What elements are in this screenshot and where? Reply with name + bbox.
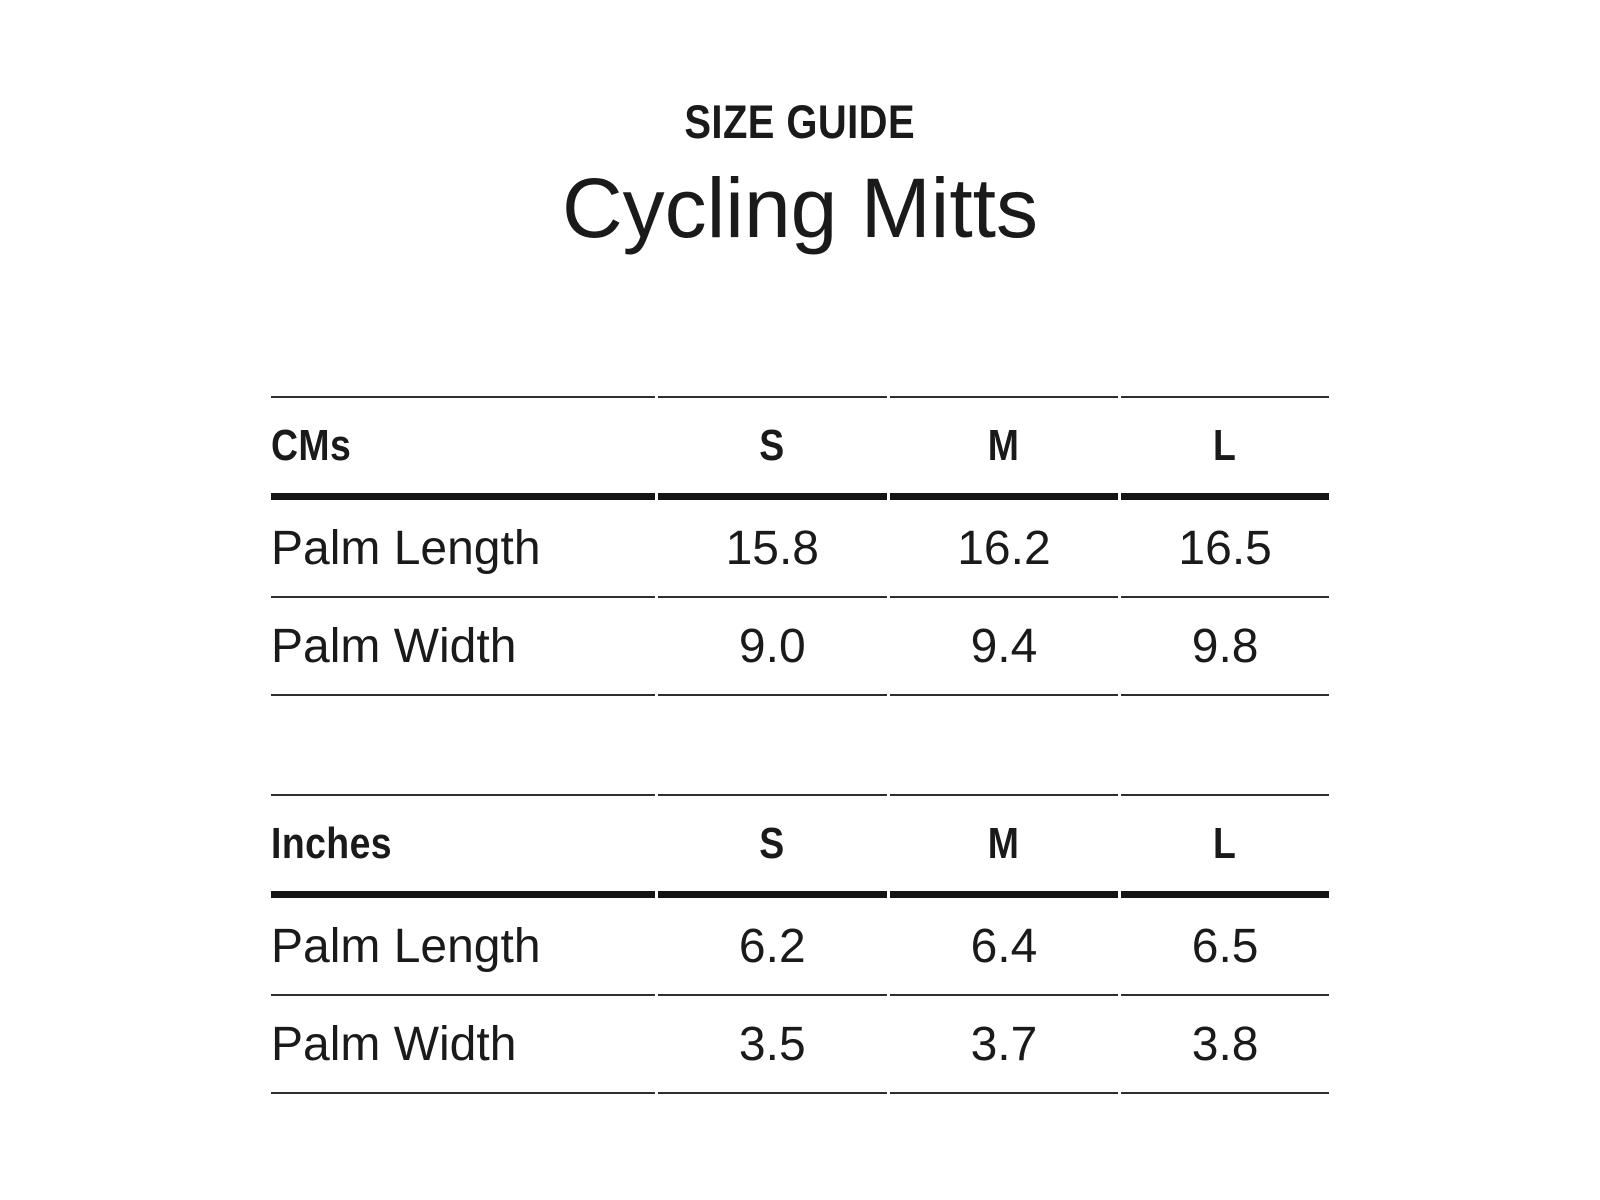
page-title: Cycling Mitts: [561, 160, 1039, 255]
cm-table-header-row: CMs S M L: [271, 396, 1329, 501]
cm-palm-length-m: 16.2: [889, 500, 1119, 599]
cm-palm-length-l: 16.5: [1121, 500, 1329, 599]
inches-column-header-l-label: L: [1213, 818, 1237, 868]
inches-palm-width-l: 3.8: [1121, 996, 1329, 1095]
cm-palm-length-label: Palm Length: [271, 500, 655, 599]
cm-size-table: CMs S M L Palm Length 15.8 16.2 16.5: [268, 396, 1332, 697]
cm-column-header-l-label: L: [1213, 420, 1237, 470]
cm-palm-width-row: Palm Width 9.0 9.4 9.8: [271, 598, 1329, 697]
inches-column-header-s: S: [657, 794, 887, 899]
inches-size-table: Inches S M L Palm Length 6.2 6.4 6.5: [268, 794, 1332, 1095]
inches-palm-length-row: Palm Length 6.2 6.4 6.5: [271, 898, 1329, 997]
size-guide-eyebrow-label: SIZE GUIDE: [684, 95, 916, 148]
inches-palm-length-m: 6.4: [889, 898, 1119, 997]
inches-palm-width-row: Palm Width 3.5 3.7 3.8: [271, 996, 1329, 1095]
inches-column-header-m-label: M: [988, 818, 1020, 868]
cm-palm-width-s: 9.0: [657, 598, 887, 697]
inches-column-header-l: L: [1121, 794, 1329, 899]
inches-palm-length-l: 6.5: [1121, 898, 1329, 997]
cm-column-header-m: M: [889, 396, 1119, 501]
inches-column-header-m: M: [889, 794, 1119, 899]
inches-palm-width-m: 3.7: [889, 996, 1119, 1095]
cm-palm-length-row: Palm Length 15.8 16.2 16.5: [271, 500, 1329, 599]
inches-unit-header-label: Inches: [271, 818, 393, 868]
cm-unit-header-label: CMs: [271, 420, 352, 470]
inches-palm-length-s: 6.2: [657, 898, 887, 997]
cm-palm-length-s: 15.8: [657, 500, 887, 599]
cm-palm-width-l: 9.8: [1121, 598, 1329, 697]
inches-unit-header: Inches: [271, 794, 655, 899]
cm-column-header-s-label: S: [759, 420, 785, 470]
cm-column-header-l: L: [1121, 396, 1329, 501]
cm-palm-width-m: 9.4: [889, 598, 1119, 697]
cm-column-header-s: S: [657, 396, 887, 501]
cm-palm-width-label: Palm Width: [271, 598, 655, 697]
inches-palm-length-label: Palm Length: [271, 898, 655, 997]
cm-unit-header: CMs: [271, 396, 655, 501]
inches-column-header-s-label: S: [759, 818, 785, 868]
inches-palm-width-s: 3.5: [657, 996, 887, 1095]
inches-palm-width-label: Palm Width: [271, 996, 655, 1095]
size-guide-eyebrow: SIZE GUIDE: [0, 0, 1600, 148]
cm-column-header-m-label: M: [988, 420, 1020, 470]
inches-table-header-row: Inches S M L: [271, 794, 1329, 899]
